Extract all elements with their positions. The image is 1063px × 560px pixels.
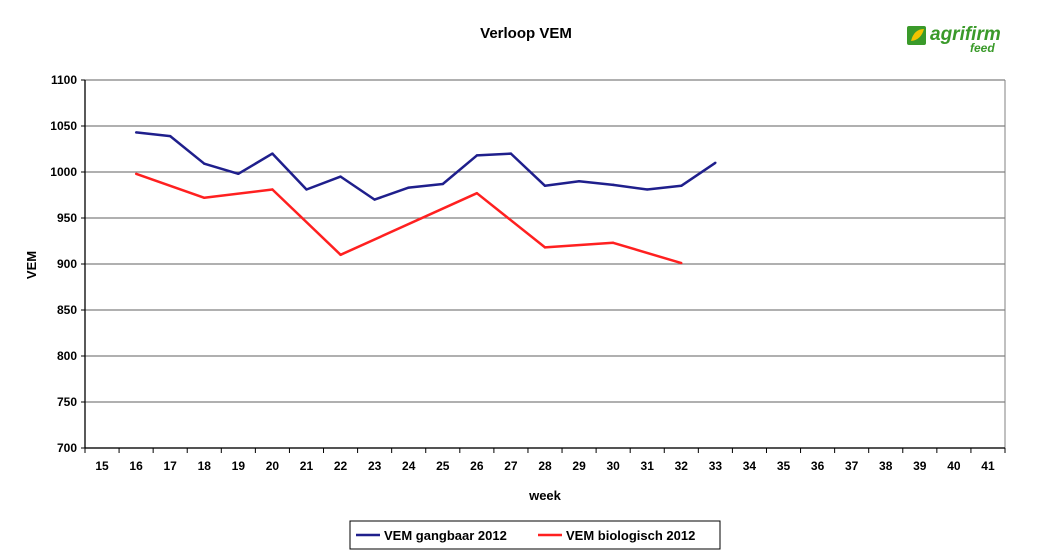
x-tick-label: 19 bbox=[232, 459, 246, 473]
x-tick-label: 15 bbox=[95, 459, 109, 473]
data-point-1 bbox=[339, 253, 342, 256]
x-tick-label: 36 bbox=[811, 459, 825, 473]
legend: VEM gangbaar 2012 VEM biologisch 2012 bbox=[349, 520, 721, 550]
data-point-0 bbox=[339, 175, 342, 178]
data-point-1 bbox=[134, 172, 138, 176]
x-tick-label: 37 bbox=[845, 459, 859, 473]
y-tick-label: 900 bbox=[57, 257, 77, 271]
grid-lines bbox=[84, 79, 1006, 449]
data-point-0 bbox=[543, 184, 547, 187]
data-point-0 bbox=[134, 131, 138, 134]
data-point-1 bbox=[271, 188, 274, 191]
data-point-0 bbox=[407, 186, 410, 189]
data-point-0 bbox=[203, 162, 206, 165]
data-point-1 bbox=[680, 261, 683, 265]
y-axis-ticks: 700 750 800 850 900 950 1000 1050 1100 bbox=[50, 73, 85, 455]
x-tick-label: 32 bbox=[675, 459, 689, 473]
x-tick-label: 33 bbox=[709, 459, 723, 473]
x-tick-label: 16 bbox=[129, 459, 143, 473]
y-tick-label: 800 bbox=[57, 349, 77, 363]
x-tick-label: 35 bbox=[777, 459, 791, 473]
series-line-0 bbox=[135, 131, 717, 201]
x-axis-label: week bbox=[528, 488, 562, 503]
data-point-0 bbox=[680, 184, 683, 187]
x-tick-label: 27 bbox=[504, 459, 518, 473]
data-point-0 bbox=[237, 172, 240, 176]
data-point-0 bbox=[714, 161, 717, 164]
x-tick-label: 30 bbox=[606, 459, 620, 473]
data-point-0 bbox=[475, 154, 479, 157]
x-tick-label: 41 bbox=[981, 459, 995, 473]
x-tick-label: 25 bbox=[436, 459, 450, 473]
y-tick-label: 850 bbox=[57, 303, 77, 317]
data-point-0 bbox=[441, 182, 444, 186]
y-tick-label: 700 bbox=[57, 441, 77, 455]
logo-leaf-icon bbox=[911, 29, 924, 41]
x-tick-label: 26 bbox=[470, 459, 484, 473]
x-tick-label: 34 bbox=[743, 459, 757, 473]
chart-title: Verloop VEM bbox=[480, 25, 572, 42]
logo-brand-text: agrifirm bbox=[930, 24, 1001, 45]
logo-sub-text: feed bbox=[970, 41, 995, 55]
x-tick-label: 22 bbox=[334, 459, 348, 473]
x-tick-label: 20 bbox=[266, 459, 280, 473]
data-point-0 bbox=[305, 188, 308, 191]
data-point-0 bbox=[271, 152, 274, 155]
data-point-1 bbox=[611, 241, 615, 245]
x-tick-label: 38 bbox=[879, 459, 893, 473]
x-tick-label: 28 bbox=[538, 459, 552, 473]
y-tick-label: 1000 bbox=[50, 165, 77, 179]
x-tick-label: 17 bbox=[164, 459, 178, 473]
data-point-0 bbox=[168, 134, 172, 138]
series-line-1 bbox=[135, 172, 682, 265]
x-axis-ticks: 15 16 17 18 19 20 21 22 23 24 25 26 27 28 29 30 31 32 33 34… bbox=[84, 447, 1006, 473]
brand-logo: agrifirm feed bbox=[907, 24, 1001, 55]
x-tick-label: 24 bbox=[402, 459, 416, 473]
series-lines bbox=[134, 131, 717, 265]
y-tick-label: 1050 bbox=[50, 119, 77, 133]
data-point-0 bbox=[373, 198, 376, 201]
x-tick-label: 18 bbox=[198, 459, 212, 473]
y-tick-label: 950 bbox=[57, 211, 77, 225]
x-tick-label: 21 bbox=[300, 459, 314, 473]
y-tick-label: 1100 bbox=[51, 73, 77, 87]
y-tick-label: 750 bbox=[57, 395, 77, 409]
data-point-0 bbox=[611, 183, 615, 187]
data-point-0 bbox=[646, 188, 649, 191]
x-tick-label: 23 bbox=[368, 459, 382, 473]
data-point-1 bbox=[203, 196, 206, 199]
legend-label-biologisch: VEM biologisch 2012 bbox=[566, 528, 695, 543]
x-tick-label: 39 bbox=[913, 459, 927, 473]
data-point-0 bbox=[509, 152, 513, 155]
data-point-1 bbox=[543, 246, 547, 249]
x-tick-label: 40 bbox=[947, 459, 961, 473]
x-tick-label: 29 bbox=[572, 459, 586, 473]
data-point-0 bbox=[577, 180, 581, 183]
x-tick-label: 31 bbox=[641, 459, 655, 473]
data-point-1 bbox=[475, 191, 479, 195]
legend-box bbox=[349, 520, 721, 550]
legend-label-gangbaar: VEM gangbaar 2012 bbox=[384, 528, 507, 543]
y-axis-label: VEM bbox=[24, 251, 39, 279]
